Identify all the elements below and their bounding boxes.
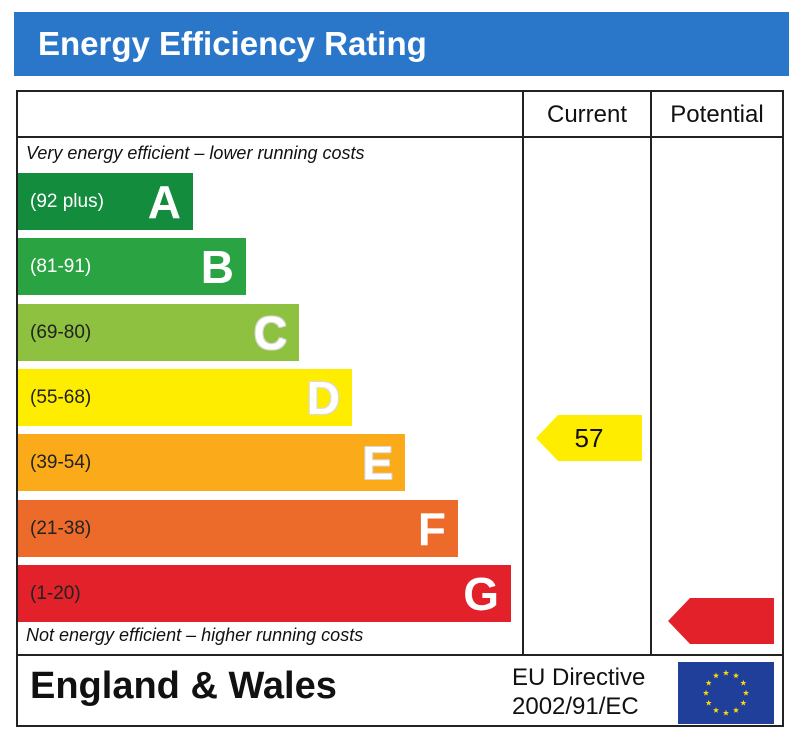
band-b-letter: B [200, 241, 234, 294]
band-f: (21-38) F [18, 499, 458, 557]
eu-star-icon [712, 707, 720, 713]
bottom-caption: Not energy efficient – higher running co… [26, 625, 364, 645]
potential-rating-arrow [668, 597, 774, 644]
band-d-range: (55-68) [30, 386, 92, 408]
eu-flag-icon [678, 662, 774, 724]
eu-star-icon [702, 689, 710, 696]
band-g-letter: G [463, 567, 499, 620]
divider-current [522, 92, 524, 655]
current-rating-arrow: 57 [536, 415, 642, 462]
eu-star-icon [732, 707, 740, 713]
band-c: (69-80) C [18, 303, 299, 361]
eu-star-icon [712, 672, 720, 679]
band-d-letter: D [306, 371, 340, 424]
top-caption: Very energy efficient – lower running co… [26, 143, 365, 163]
region-label: England & Wales [30, 665, 337, 707]
band-e-letter: E [362, 437, 393, 490]
directive-line-2: 2002/91/EC [512, 693, 639, 720]
footer-divider [18, 654, 782, 656]
band-a-letter: A [147, 176, 181, 228]
current-rating-value: 57 [574, 423, 604, 454]
band-b: (81-91) B [18, 238, 246, 296]
band-e: (39-54) E [18, 434, 405, 492]
potential-column-header: Potential [670, 101, 764, 128]
band-a: (92 plus) A [18, 173, 193, 230]
title-bar: Energy Efficiency Rating [14, 12, 789, 76]
band-g-range: (1-20) [30, 582, 81, 604]
band-f-letter: F [417, 502, 446, 555]
divider-potential [650, 92, 652, 655]
page-title: Energy Efficiency Rating [38, 25, 427, 62]
band-e-range: (39-54) [30, 452, 92, 474]
band-d: (55-68) D [18, 368, 352, 426]
current-column-header: Current [546, 101, 628, 128]
eu-star-icon [732, 672, 740, 679]
band-c-letter: C [253, 306, 287, 359]
band-a-range: (92 plus) [30, 191, 104, 212]
eu-star-icon [742, 689, 750, 696]
eu-star-icon [705, 699, 712, 706]
eu-star-icon [722, 709, 730, 716]
band-g: (1-20) G [18, 564, 511, 622]
eu-star-icon [722, 669, 730, 676]
band-c-range: (69-80) [30, 321, 92, 343]
eu-directive: EU Directive 2002/91/EC [512, 663, 672, 721]
band-f-range: (21-38) [30, 517, 92, 539]
directive-line-1: EU Directive [512, 664, 646, 691]
eu-star-icon [740, 679, 747, 686]
band-b-range: (81-91) [30, 256, 92, 278]
eu-star-icon [740, 699, 747, 706]
eu-star-icon [705, 679, 712, 686]
header-divider [18, 136, 782, 138]
rating-table [16, 90, 784, 727]
